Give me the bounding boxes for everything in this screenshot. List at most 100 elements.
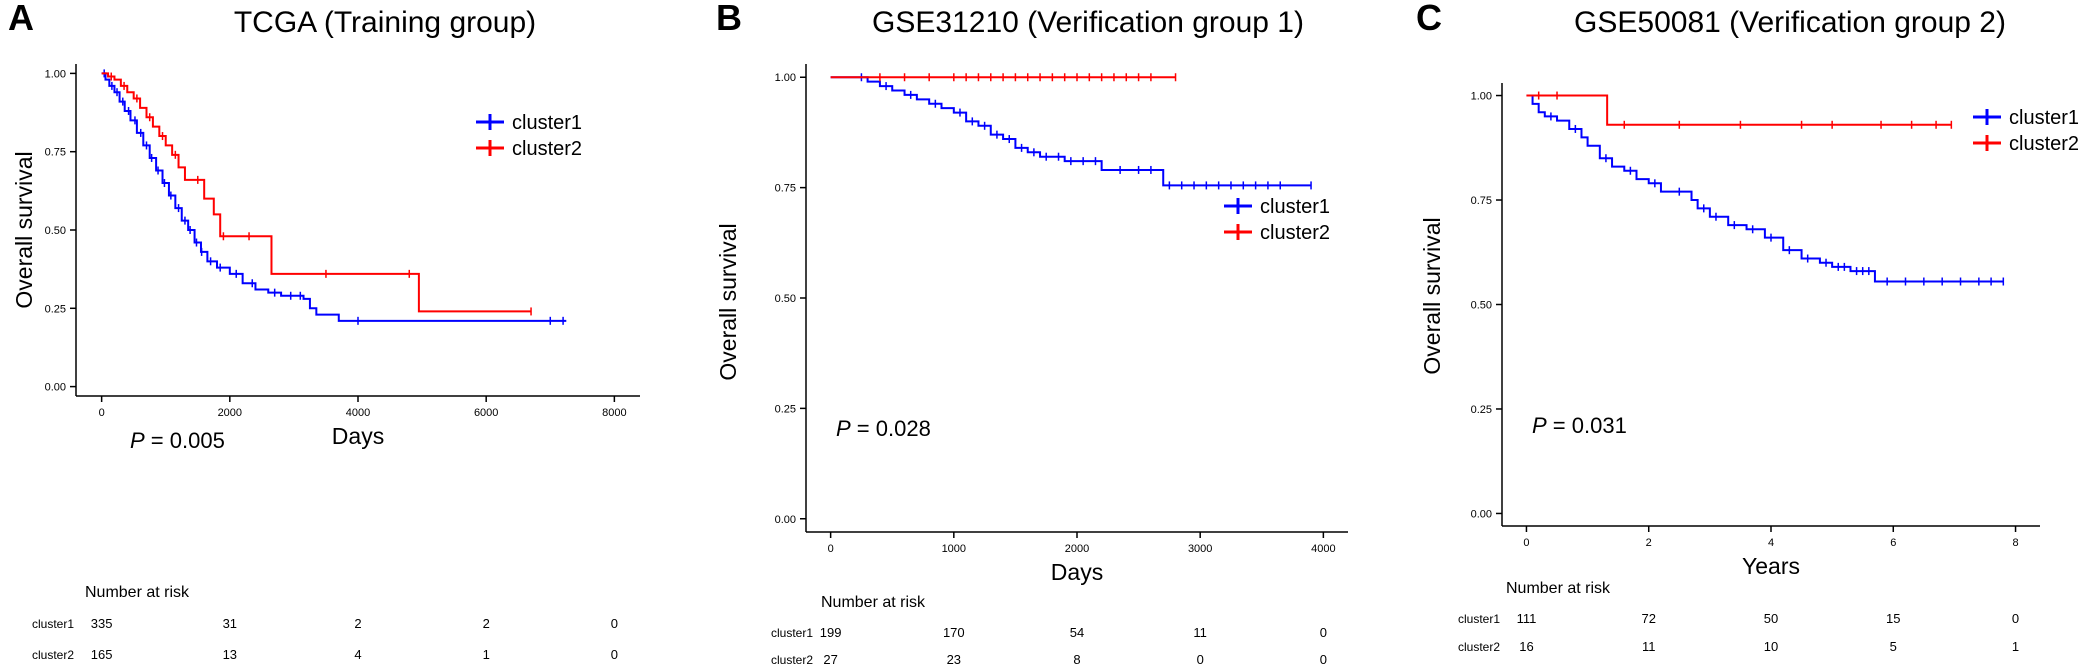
risk-count: 5	[1890, 639, 1897, 654]
legend-label-cluster2: cluster2	[2009, 133, 2079, 155]
x-tick-label: 0	[828, 543, 834, 555]
x-axis-label: Years	[1742, 553, 1800, 579]
risk-count: 199	[820, 625, 842, 640]
risk-count: 0	[1197, 652, 1204, 667]
risk-count: 72	[1641, 611, 1655, 626]
risk-count: 0	[611, 616, 618, 631]
y-tick-label: 0.00	[775, 514, 796, 526]
y-tick-label: 0.75	[1471, 195, 1492, 207]
risk-count: 13	[223, 647, 237, 662]
risk-count: 50	[1764, 611, 1778, 626]
survival-curve-cluster1	[830, 76, 1312, 187]
y-tick-label: 0.75	[775, 183, 796, 195]
panel-letter: A	[8, 0, 34, 38]
p-value: P = 0.028	[836, 416, 931, 441]
risk-count: 111	[1517, 611, 1537, 626]
y-tick-label: 0.25	[775, 403, 796, 415]
risk-count: 31	[223, 616, 237, 631]
risk-count: 23	[947, 652, 961, 667]
chart-title: TCGA (Training group)	[234, 6, 536, 39]
risk-count: 54	[1070, 625, 1084, 640]
p-value: P = 0.031	[1532, 413, 1627, 438]
y-tick-label: 1.00	[1471, 91, 1492, 103]
risk-row-label: cluster1	[1458, 612, 1500, 626]
p-value-symbol: P	[130, 428, 145, 453]
legend-label-cluster1: cluster1	[1260, 196, 1330, 218]
x-tick-label: 2000	[218, 407, 242, 419]
x-axis-label: Days	[332, 423, 384, 449]
p-value-number: = 0.005	[145, 428, 225, 453]
legend-label-cluster1: cluster1	[512, 112, 582, 134]
y-tick-label: 0.50	[45, 225, 66, 237]
risk-count: 11	[1642, 639, 1656, 654]
chart-title: GSE31210 (Verification group 1)	[872, 6, 1304, 39]
y-tick-label: 0.00	[1471, 508, 1492, 520]
y-tick-label: 0.25	[1471, 404, 1492, 416]
x-tick-label: 4000	[1311, 543, 1335, 555]
x-tick-label: 0	[1523, 537, 1529, 549]
survival-curve-cluster1	[1526, 94, 2004, 283]
risk-table-title: Number at risk	[1506, 580, 1611, 597]
panel-a: A TCGA (Training group) 0.00 0.25 0.50 0.75 1.…	[8, 0, 640, 662]
x-tick-label: 8	[2012, 537, 2018, 549]
risk-row-label: cluster2	[771, 653, 813, 667]
risk-count: 0	[1320, 652, 1327, 667]
chart-title: GSE50081 (Verification group 2)	[1574, 6, 2006, 39]
risk-row-label: cluster2	[32, 648, 74, 662]
risk-count: 10	[1764, 639, 1778, 654]
survival-curve-cluster2	[101, 72, 532, 313]
x-tick-label: 2	[1646, 537, 1652, 549]
risk-count: 1	[483, 647, 490, 662]
y-tick-label: 1.00	[45, 68, 66, 80]
y-tick-label: 0.00	[45, 382, 66, 394]
x-tick-label: 0	[99, 407, 105, 419]
risk-count: 0	[1320, 625, 1327, 640]
risk-count: 165	[91, 647, 113, 662]
risk-count: 2	[483, 616, 490, 631]
x-tick-label: 6	[1890, 537, 1896, 549]
legend-label-cluster2: cluster2	[1260, 222, 1330, 244]
panel-letter: C	[1416, 0, 1442, 38]
p-value-number: = 0.028	[851, 416, 931, 441]
p-value-symbol: P	[836, 416, 851, 441]
risk-count: 335	[91, 616, 113, 631]
panel-c: C GSE50081 (Verification group 2) 0.00 0.25…	[1416, 0, 2079, 654]
risk-count: 27	[823, 652, 837, 667]
risk-table-title: Number at risk	[85, 584, 190, 601]
x-tick-label: 6000	[474, 407, 498, 419]
risk-count: 16	[1519, 639, 1533, 654]
p-value-number: = 0.031	[1547, 413, 1627, 438]
y-tick-label: 0.50	[775, 293, 796, 305]
risk-count: 0	[2012, 611, 2019, 626]
risk-row-label: cluster1	[32, 617, 74, 631]
risk-count: 15	[1886, 611, 1900, 626]
risk-count: 1	[2012, 639, 2019, 654]
risk-count: 170	[943, 625, 965, 640]
x-tick-label: 4	[1768, 537, 1774, 549]
y-axis-label: Overall survival	[11, 151, 37, 308]
y-tick-label: 1.00	[775, 72, 796, 84]
survival-curve-cluster2	[1526, 94, 1952, 126]
y-tick-label: 0.25	[45, 303, 66, 315]
x-tick-label: 1000	[942, 543, 966, 555]
x-tick-label: 8000	[602, 407, 626, 419]
legend-label-cluster2: cluster2	[512, 138, 582, 160]
legend-label-cluster1: cluster1	[2009, 107, 2079, 129]
risk-row-label: cluster1	[771, 626, 813, 640]
risk-table-title: Number at risk	[821, 594, 926, 611]
y-tick-label: 0.50	[1471, 300, 1492, 312]
x-tick-label: 4000	[346, 407, 370, 419]
survival-curve-cluster1	[101, 72, 567, 322]
y-axis-label: Overall survival	[1419, 217, 1445, 374]
y-axis-label: Overall survival	[715, 223, 741, 380]
x-tick-label: 3000	[1188, 543, 1212, 555]
risk-count: 11	[1193, 625, 1207, 640]
risk-count: 2	[354, 616, 361, 631]
p-value-symbol: P	[1532, 413, 1547, 438]
x-axis-label: Days	[1051, 559, 1103, 585]
x-tick-label: 2000	[1065, 543, 1089, 555]
y-tick-label: 0.75	[45, 147, 66, 159]
risk-count: 8	[1073, 652, 1080, 667]
panel-letter: B	[716, 0, 742, 38]
